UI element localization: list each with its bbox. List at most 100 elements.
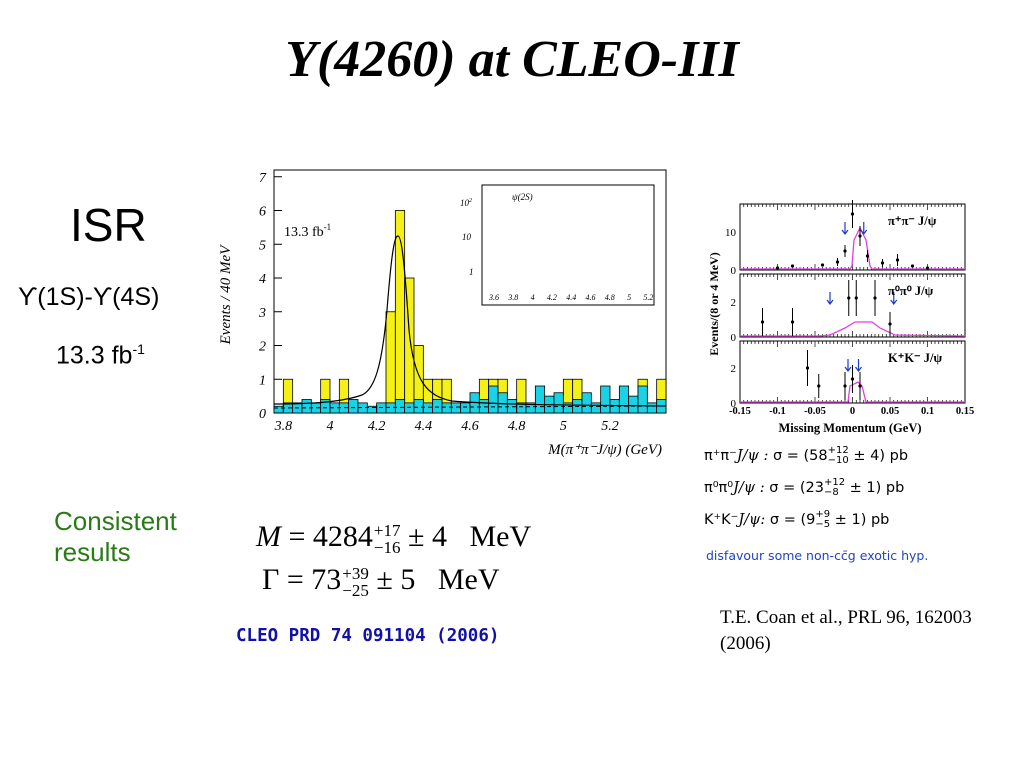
right-x-tick-label: -0.15 xyxy=(729,406,751,417)
result-sigma: σ = (23 xyxy=(769,480,824,496)
width-error-down: −25 xyxy=(342,581,369,601)
right-x-tick-label: 0.05 xyxy=(881,406,899,417)
arrow-icon xyxy=(826,292,834,305)
data-point xyxy=(760,320,765,324)
result-up: +12 xyxy=(823,476,846,488)
mass-error-up: +17 xyxy=(373,521,401,541)
data-bar xyxy=(385,311,396,414)
signal-mc-curve xyxy=(740,381,965,403)
luminosity-value: 13.3 fb xyxy=(56,341,133,370)
result-row: π⁰π⁰J/ψ : σ = (23 +12 −8 ± 1) pb xyxy=(704,472,908,504)
x-tick-label: 5 xyxy=(560,419,567,434)
main-plot-axes: 0 1 2 3 4 5 6 7 3.8 4 4.2 4.4 4.6 4.8 5 5.2 xyxy=(258,171,619,434)
result-rest: J/ψ : xyxy=(733,480,770,496)
background-bar xyxy=(534,385,546,414)
background-bar xyxy=(581,392,592,414)
inset-ytick-1: 102 xyxy=(460,198,472,208)
inset-ytick-1-base: 10 xyxy=(460,198,470,208)
right-y-tick-label: 0 xyxy=(731,332,737,344)
result-up: +9 xyxy=(815,508,831,520)
x-tick-label: 4.2 xyxy=(368,419,386,434)
background-bar xyxy=(301,399,312,414)
x-tick-label: 4 xyxy=(327,419,334,434)
data-point xyxy=(925,266,930,270)
background-bar xyxy=(488,385,499,414)
inset-x-tick-label: 4.6 xyxy=(586,293,596,302)
data-point xyxy=(843,249,847,253)
right-panel-label: π⁰π⁰ J/ψ xyxy=(888,284,934,298)
background-bar xyxy=(273,405,284,414)
main-plot-xlabel: M(π⁺π⁻J/ψ) (GeV) xyxy=(547,442,662,458)
data-point xyxy=(873,296,877,300)
result-row: π⁺π⁻J/ψ : σ = (58 +12 −10 ± 4) pb xyxy=(704,440,908,472)
background-bar xyxy=(600,385,611,414)
results-list: π⁺π⁻J/ψ : σ = (58 +12 −10 ± 4) pb π⁰π⁰J/ψ … xyxy=(704,440,908,536)
background-bar xyxy=(385,402,396,414)
result-down: −10 xyxy=(827,455,849,466)
background-bar xyxy=(618,385,630,414)
upsilon-range: ϒ(1S)-ϒ(4S) xyxy=(18,283,160,311)
background-bar xyxy=(460,402,471,414)
result-rest: J/ψ: xyxy=(738,512,770,528)
result-mode: K⁺K⁻ xyxy=(704,512,739,528)
data-point xyxy=(775,266,780,270)
right-panel: 10 0 π⁺π⁻ J/ψ xyxy=(725,200,966,277)
y-tick-label: 5 xyxy=(259,238,266,253)
data-point xyxy=(835,260,840,264)
right-plot-xlabel: Missing Momentum (GeV) xyxy=(778,421,921,435)
x-tick-label: 4.8 xyxy=(508,419,525,434)
main-plot-lumi: 13.3 fb-1 xyxy=(284,222,331,240)
inset-x-ticks: 3.6 3.8 4 4.2 4.4 4.6 4.8 5 5.2 xyxy=(488,293,653,302)
inset-x-tick-label: 4.2 xyxy=(547,293,557,302)
y-tick-label: 2 xyxy=(259,340,266,355)
right-panel-label: K⁺K⁻ J/ψ xyxy=(888,351,942,365)
disfavour-note: disfavour some non-cc̄g exotic hyp. xyxy=(706,548,929,563)
background-bar xyxy=(506,399,518,414)
data-point xyxy=(858,384,862,388)
x-tick-label: 5.2 xyxy=(601,419,619,434)
right-x-tick-label: -0.1 xyxy=(769,406,786,417)
result-sigma: σ = (58 xyxy=(772,448,828,464)
width-error-up: +39 xyxy=(342,564,369,584)
result-mode: π⁺π⁻ xyxy=(704,448,737,464)
y-tick-label: 7 xyxy=(259,171,267,186)
inset-x-tick-label: 4 xyxy=(531,293,535,302)
data-point xyxy=(850,212,855,216)
mass-unit: MeV xyxy=(469,520,532,553)
background-bar xyxy=(646,402,658,414)
isr-label: ISR xyxy=(70,199,147,251)
inset-x-tick-label: 5.2 xyxy=(643,293,653,302)
cleo-reference: CLEO PRD 74 091104 (2006) xyxy=(236,626,500,646)
data-point xyxy=(888,322,892,326)
result-up: +12 xyxy=(827,444,849,456)
main-plot: 0 1 2 3 4 5 6 7 3.8 4 4.2 4.4 4.6 4.8 5 5.2 Events / 40… xyxy=(218,169,667,458)
right-y-tick-label: 0 xyxy=(731,398,737,410)
right-panel: 2 0 π⁰π⁰ J/ψ xyxy=(731,273,966,344)
main-plot-lumi-value: 13.3 fb xyxy=(284,225,324,240)
arrow-icon xyxy=(855,359,862,372)
data-point xyxy=(895,258,900,262)
background-bar xyxy=(348,399,359,414)
data-point xyxy=(847,296,851,300)
width-result: Γ = 73 +39 −25 ± 5 MeV xyxy=(262,563,500,601)
arrow-icon xyxy=(844,359,852,372)
width-systematic: ± 5 xyxy=(376,563,416,596)
right-x-tick-label: 0.15 xyxy=(956,406,974,417)
data-point xyxy=(858,234,862,238)
y-tick-label: 4 xyxy=(259,272,266,287)
background-bar xyxy=(450,402,462,414)
result-down: −5 xyxy=(815,519,831,530)
right-y-tick-label: 10 xyxy=(725,227,737,239)
missing-momentum-plot: Events/(8 or 4 MeV) 10 0 π⁺π⁻ J/ψ 2 0 π⁰π⁰ J/… xyxy=(707,200,974,435)
data-point xyxy=(865,254,870,258)
background-bar xyxy=(553,392,564,414)
main-plot-lumi-exponent: -1 xyxy=(324,222,332,232)
result-tail: ± 1) pb xyxy=(845,480,905,496)
y-tick-label: 1 xyxy=(259,373,266,388)
data-point xyxy=(880,261,885,265)
background-bar xyxy=(590,402,602,414)
signal-fit-curve xyxy=(273,235,667,407)
inset-plot: ψ(2S) 102 10 1 3.6 3.8 4 4.2 4.4 4.6 4.8 5 5.2 xyxy=(460,184,655,306)
data-point xyxy=(910,264,915,268)
consistent-results: Consistent results xyxy=(54,506,177,567)
